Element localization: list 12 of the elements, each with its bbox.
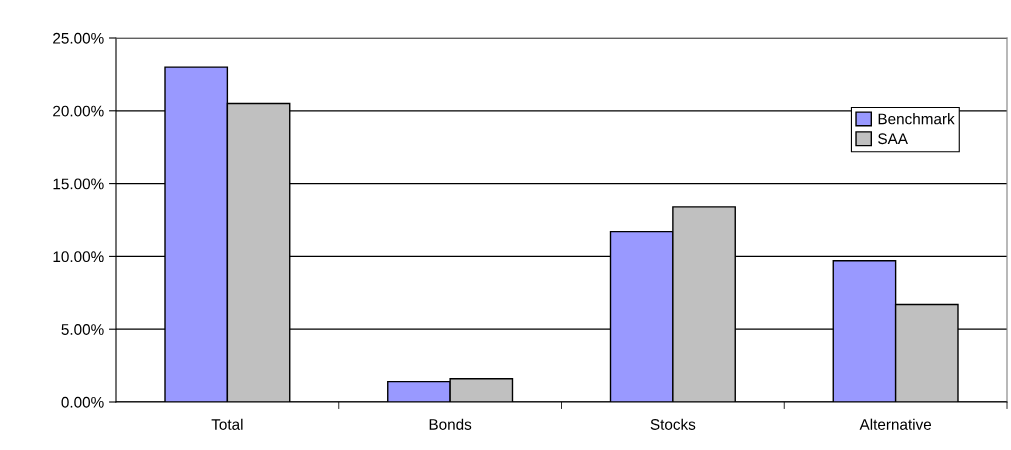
legend-label: Benchmark <box>878 113 955 125</box>
y-tick-label: 20.00% <box>53 105 104 117</box>
y-tick-label: 10.00% <box>53 251 104 263</box>
x-tick-label: Bonds <box>429 418 472 430</box>
y-tick-label: 15.00% <box>53 178 104 190</box>
x-tick-label: Alternative <box>859 418 932 430</box>
y-tick-label: 5.00% <box>61 324 104 335</box>
y-tick-label: 0.00% <box>61 396 104 408</box>
x-tick-label: Stocks <box>650 418 696 430</box>
y-tick-label: 25.00% <box>53 32 104 44</box>
x-tick-label: Total <box>211 418 243 430</box>
legend-label: SAA <box>878 133 908 145</box>
